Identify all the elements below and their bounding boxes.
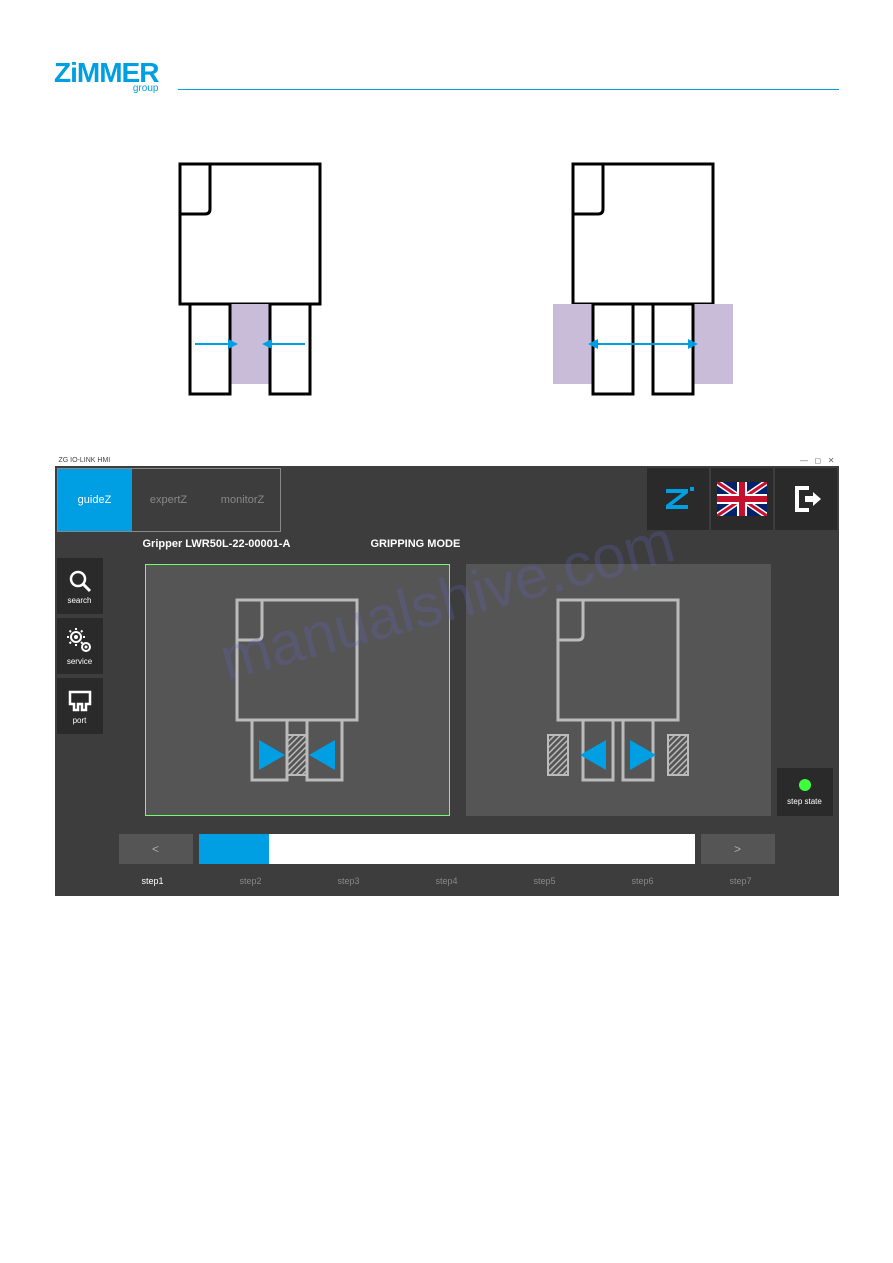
sidebar-label: port [73,716,87,725]
search-icon [67,568,93,594]
nav-label: > [734,842,741,856]
tab-label: monitorZ [221,494,264,506]
window-titlebar: ZG IO-LINK HMI — ◻ ✕ [55,454,839,466]
mode-panel-outward[interactable] [466,564,771,816]
app-window: manualshive.com ZG IO-LINK HMI — ◻ ✕ gui… [55,454,839,896]
step-label-2: step2 [231,876,271,886]
next-step-button[interactable]: > [701,834,775,864]
nav-label: < [152,842,159,856]
step-label-3: step3 [329,876,369,886]
sidebar-label: search [67,596,91,605]
uk-flag-icon [717,482,767,516]
progress-seg-6 [553,834,624,864]
document-diagrams [54,154,839,414]
exit-button[interactable] [775,468,837,530]
step-state-label: step state [787,797,822,806]
progress-seg-2 [269,834,340,864]
mode-title: GRIPPING MODE [370,538,460,550]
diagram-inward-grip [150,154,350,414]
language-button[interactable] [711,468,773,530]
step-label-4: step4 [427,876,467,886]
gears-icon [66,627,94,655]
mode-panels [105,554,839,826]
progress-track [199,834,695,864]
sidebar-label: service [67,657,92,666]
tab-label: guideZ [78,494,112,506]
diagram-outward-grip [543,154,743,414]
sidebar: search service port [55,554,105,826]
step-label-6: step6 [623,876,663,886]
device-name: Gripper LWR50L-22-00001-A [143,538,291,550]
z-logo-icon [658,479,698,519]
brand-name: ZiMMER [54,60,158,85]
tab-monitorz[interactable]: monitorZ [206,469,280,531]
status-led-icon [799,779,811,791]
info-row: Gripper LWR50L-22-00001-A GRIPPING MODE [55,532,839,554]
port-icon [66,688,94,714]
progress-seg-1 [199,834,270,864]
prev-step-button[interactable]: < [119,834,193,864]
mode-panel-inward[interactable] [145,564,450,816]
exit-icon [789,482,823,516]
step-label-1: step1 [133,876,173,886]
window-title: ZG IO-LINK HMI [59,457,111,464]
brand-logo: ZiMMER group [54,60,158,94]
step-state-indicator: step state [777,768,833,816]
progress-seg-5 [482,834,553,864]
step-labels-row: step1 step2 step3 step4 step5 step6 step… [55,870,839,896]
window-controls[interactable]: — ◻ ✕ [800,456,835,465]
sidebar-search-button[interactable]: search [57,558,103,614]
step-label-5: step5 [525,876,565,886]
tab-expertz[interactable]: expertZ [132,469,206,531]
step-progress-bar: < > [119,834,775,864]
header-rule [178,89,839,90]
sidebar-port-button[interactable]: port [57,678,103,734]
brand-icon-button[interactable] [647,468,709,530]
gripper-outward-icon [518,580,718,800]
sidebar-service-button[interactable]: service [57,618,103,674]
mode-tabs: guideZ expertZ monitorZ [57,468,281,532]
gripper-inward-icon [197,580,397,800]
tab-guidez[interactable]: guideZ [58,469,132,531]
tab-label: expertZ [150,494,187,506]
progress-seg-3 [340,834,411,864]
page-header: ZiMMER group [54,60,839,94]
step-label-7: step7 [721,876,761,886]
progress-seg-4 [411,834,482,864]
progress-seg-7 [624,834,695,864]
